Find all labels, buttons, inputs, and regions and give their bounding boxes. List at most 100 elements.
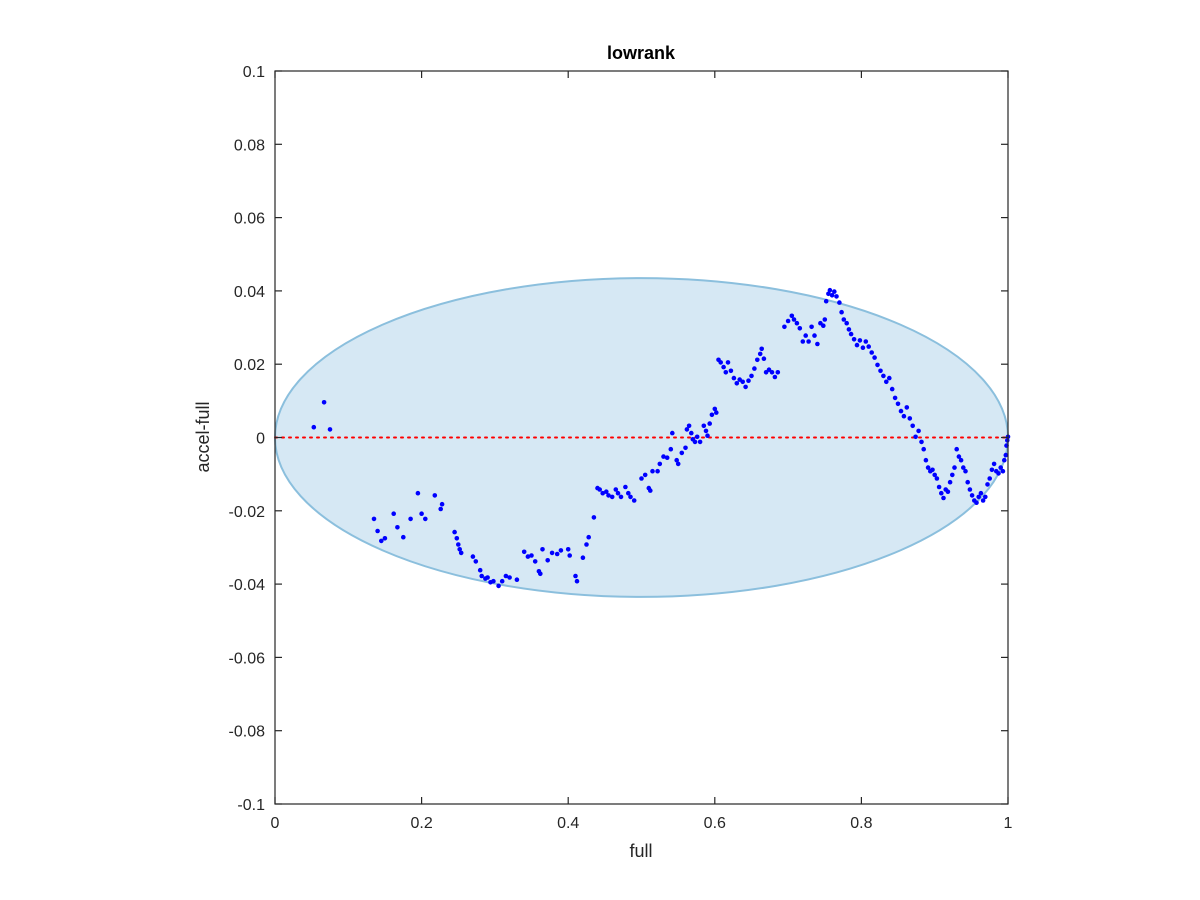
data-point [913, 434, 918, 440]
data-point [800, 339, 806, 344]
data-point [791, 317, 797, 322]
data-point [565, 547, 571, 552]
data-point [721, 364, 726, 370]
data-point [863, 339, 869, 344]
data-point [755, 357, 760, 363]
data-point [631, 498, 637, 503]
data-point [746, 378, 751, 384]
data-point [898, 408, 904, 414]
data-point [454, 536, 460, 541]
data-point [514, 577, 520, 582]
data-point [875, 362, 880, 368]
data-point [709, 412, 715, 418]
x-tick-label: 1 [1004, 815, 1013, 832]
data-point [419, 511, 424, 516]
data-point [694, 434, 700, 440]
data-point [759, 346, 764, 352]
data-point [408, 516, 413, 522]
data-point [989, 467, 995, 473]
data-point [860, 345, 866, 351]
data-point [458, 550, 464, 556]
data-point [485, 575, 490, 580]
data-point [574, 578, 580, 584]
x-tick-label: 0.4 [557, 815, 579, 832]
data-point [705, 433, 710, 439]
data-point [626, 490, 631, 496]
data-point [743, 384, 748, 390]
data-point [932, 472, 937, 478]
data-point [521, 549, 527, 555]
data-point [591, 515, 597, 520]
data-point [628, 494, 633, 500]
plot-area [274, 277, 1011, 598]
data-point [549, 550, 555, 556]
data-point [679, 450, 685, 456]
data-point [664, 455, 670, 461]
data-point [936, 484, 942, 490]
y-tick-label: 0 [256, 431, 265, 448]
data-point [684, 427, 690, 432]
data-point [789, 313, 795, 319]
x-tick-label: 0.8 [850, 815, 872, 832]
x-tick-label: 0.6 [704, 815, 726, 832]
data-point [965, 479, 970, 485]
data-point [432, 493, 438, 498]
data-point [391, 511, 397, 516]
data-point [980, 498, 986, 503]
data-point [954, 446, 959, 452]
data-point [958, 457, 964, 463]
data-point [904, 405, 910, 410]
data-point [815, 341, 820, 347]
y-tick-label: -0.1 [237, 797, 265, 814]
data-point [872, 355, 877, 360]
data-point [901, 413, 907, 419]
data-point [1003, 452, 1009, 458]
data-point [857, 338, 863, 343]
data-point [606, 493, 611, 498]
data-point [470, 554, 476, 559]
data-point [996, 471, 1001, 476]
data-point [609, 494, 615, 500]
data-point [844, 320, 849, 326]
data-point [916, 428, 921, 434]
data-point [878, 368, 883, 374]
data-point [401, 534, 406, 540]
data-point [496, 583, 501, 589]
data-point [956, 454, 962, 459]
data-point [529, 553, 534, 558]
data-point [375, 528, 380, 534]
data-point [532, 559, 538, 564]
data-point [379, 538, 384, 544]
data-point [655, 468, 660, 474]
data-point [452, 529, 457, 535]
data-point [809, 324, 814, 330]
data-point [567, 553, 572, 558]
data-point [889, 386, 895, 392]
data-point [686, 423, 692, 429]
data-point [580, 555, 586, 560]
data-point [827, 287, 833, 293]
data-point [785, 318, 791, 324]
data-point [919, 439, 924, 445]
data-point [382, 536, 388, 541]
data-point [941, 495, 946, 501]
x-tick-label: 0 [271, 815, 280, 832]
x-tick-label: 0.2 [410, 815, 432, 832]
data-point [675, 461, 681, 467]
data-point [584, 542, 589, 547]
data-point [731, 375, 737, 381]
data-point [797, 326, 803, 331]
data-point [423, 516, 428, 522]
data-point [945, 489, 951, 495]
data-point [998, 465, 1003, 470]
data-point [395, 525, 400, 530]
data-point [752, 366, 757, 371]
data-point [707, 421, 712, 426]
data-point [947, 479, 953, 485]
data-point [661, 454, 666, 459]
data-point [846, 327, 852, 332]
data-point [974, 500, 979, 506]
data-point [930, 467, 935, 473]
data-point [415, 490, 421, 496]
